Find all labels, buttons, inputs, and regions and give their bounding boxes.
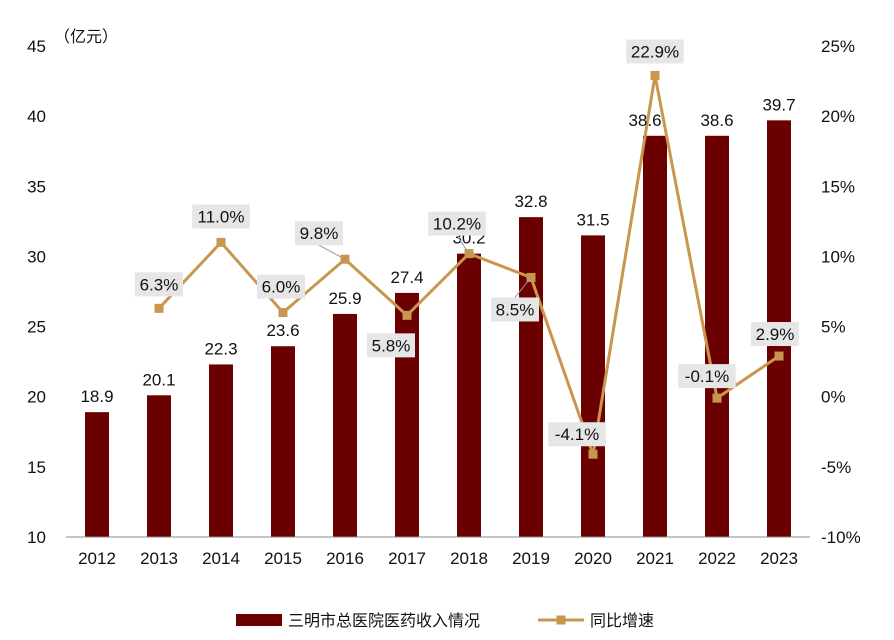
bar-2015 bbox=[271, 346, 295, 537]
rate-value-label: 5.8% bbox=[372, 336, 411, 355]
x-tick-label: 2020 bbox=[574, 549, 612, 568]
x-tick-label: 2016 bbox=[326, 549, 364, 568]
x-tick-label: 2014 bbox=[202, 549, 240, 568]
legend-line-marker bbox=[556, 615, 566, 625]
growth-point-2020 bbox=[588, 449, 598, 459]
bar-value-label: 23.6 bbox=[266, 321, 299, 340]
rate-label-box bbox=[192, 204, 250, 229]
rate-value-label: 6.0% bbox=[262, 278, 301, 297]
x-tick-label: 2013 bbox=[140, 549, 178, 568]
bar-2022 bbox=[705, 135, 729, 538]
y-left-tick-label: 30 bbox=[27, 247, 46, 266]
x-tick-label: 2012 bbox=[78, 549, 116, 568]
rate-label-box bbox=[548, 422, 606, 447]
bar-value-label: 20.1 bbox=[142, 370, 175, 389]
y-left-tick-label: 35 bbox=[27, 177, 46, 196]
bar-2018 bbox=[457, 253, 481, 537]
y-left-tick-label: 15 bbox=[27, 458, 46, 477]
y-right-tick-label: -5% bbox=[821, 458, 851, 477]
rate-value-label: 9.8% bbox=[300, 224, 339, 243]
bar-value-label: 38.6 bbox=[700, 111, 733, 130]
rate-value-label: 6.3% bbox=[140, 275, 179, 294]
y-left-tick-label: 45 bbox=[27, 37, 46, 56]
y-left-tick-label: 10 bbox=[27, 528, 46, 547]
rate-value-label: -0.1% bbox=[685, 367, 729, 386]
y-right-tick-label: 20% bbox=[821, 107, 855, 126]
x-tick-label: 2022 bbox=[698, 549, 736, 568]
bar-value-label: 32.8 bbox=[514, 192, 547, 211]
rate-leader-line bbox=[514, 277, 532, 298]
rate-label-box bbox=[135, 272, 183, 297]
bar-2019 bbox=[519, 217, 543, 538]
legend-bar-label: 三明市总医院医药收入情况 bbox=[288, 611, 480, 630]
axes: 10 15 20 25 30 35 40 45 -10% -5% 0% 5% 10% 15% 20% 25% （… bbox=[27, 27, 861, 568]
rate-label-box bbox=[257, 274, 305, 299]
bar-value-label: 31.5 bbox=[576, 210, 609, 229]
bar-series bbox=[85, 120, 791, 538]
x-tick-label: 2019 bbox=[512, 549, 550, 568]
y-right-tick-label: 10% bbox=[821, 247, 855, 266]
rate-value-label: 22.9% bbox=[631, 42, 679, 61]
rate-value-label: 8.5% bbox=[496, 300, 535, 319]
y-right-tick-label: -10% bbox=[821, 528, 861, 547]
bar-2020 bbox=[581, 235, 605, 537]
rate-value-label: -4.1% bbox=[555, 425, 599, 444]
rate-leader-line bbox=[318, 244, 346, 260]
bar-value-label: 18.9 bbox=[80, 387, 113, 406]
bar-2014 bbox=[209, 364, 233, 537]
y-right-tick-label: 15% bbox=[821, 177, 855, 196]
y-right-tick-label: 25% bbox=[821, 37, 855, 56]
x-tick-label: 2015 bbox=[264, 549, 302, 568]
bar-value-label: 22.3 bbox=[204, 339, 237, 358]
legend: 三明市总医院医药收入情况 同比增速 bbox=[236, 611, 654, 630]
rate-label-box bbox=[295, 221, 343, 246]
legend-line-label: 同比增速 bbox=[590, 611, 654, 630]
bar-value-label: 38.6 bbox=[628, 111, 661, 130]
data-labels: 18.920.122.323.625.927.430.232.831.538.6… bbox=[80, 39, 799, 447]
rate-leader-line bbox=[456, 235, 470, 254]
y-unit-label: （亿元） bbox=[54, 27, 118, 46]
x-tick-label: 2021 bbox=[636, 549, 674, 568]
rate-label-box bbox=[751, 322, 799, 347]
x-tick-label: 2018 bbox=[450, 549, 488, 568]
y-right-tick-label: 0% bbox=[821, 388, 846, 407]
growth-point-2015 bbox=[278, 308, 288, 318]
rate-label-box bbox=[428, 211, 486, 236]
bar-2013 bbox=[147, 395, 171, 537]
bar-value-label: 39.7 bbox=[762, 95, 795, 114]
x-tick-label: 2017 bbox=[388, 549, 426, 568]
legend-bar-swatch bbox=[236, 614, 282, 626]
growth-point-2022 bbox=[712, 393, 722, 403]
y-left-tick-label: 20 bbox=[27, 388, 46, 407]
x-tick-label: 2023 bbox=[760, 549, 798, 568]
rate-value-label: 10.2% bbox=[433, 215, 481, 234]
bar-2021 bbox=[643, 135, 667, 538]
rate-value-label: 2.9% bbox=[756, 325, 795, 344]
growth-point-2021 bbox=[650, 70, 660, 80]
rate-label-box bbox=[491, 297, 539, 322]
growth-point-2023 bbox=[774, 351, 784, 361]
y-left-tick-label: 25 bbox=[27, 318, 46, 337]
rate-label-box bbox=[678, 364, 736, 389]
rate-label-box bbox=[367, 333, 415, 358]
bar-value-label: 27.4 bbox=[390, 268, 423, 287]
growth-point-2013 bbox=[154, 303, 164, 313]
bar-2012 bbox=[85, 412, 109, 537]
rate-value-label: 11.0% bbox=[198, 207, 245, 226]
y-right-tick-label: 5% bbox=[821, 318, 846, 337]
rate-label-box bbox=[626, 39, 684, 64]
y-left-tick-label: 40 bbox=[27, 107, 46, 126]
bar-value-label: 25.9 bbox=[328, 289, 361, 308]
growth-point-2017 bbox=[402, 310, 412, 320]
bar-2017 bbox=[395, 292, 419, 537]
bar-2016 bbox=[333, 313, 357, 537]
growth-point-2014 bbox=[216, 237, 226, 247]
